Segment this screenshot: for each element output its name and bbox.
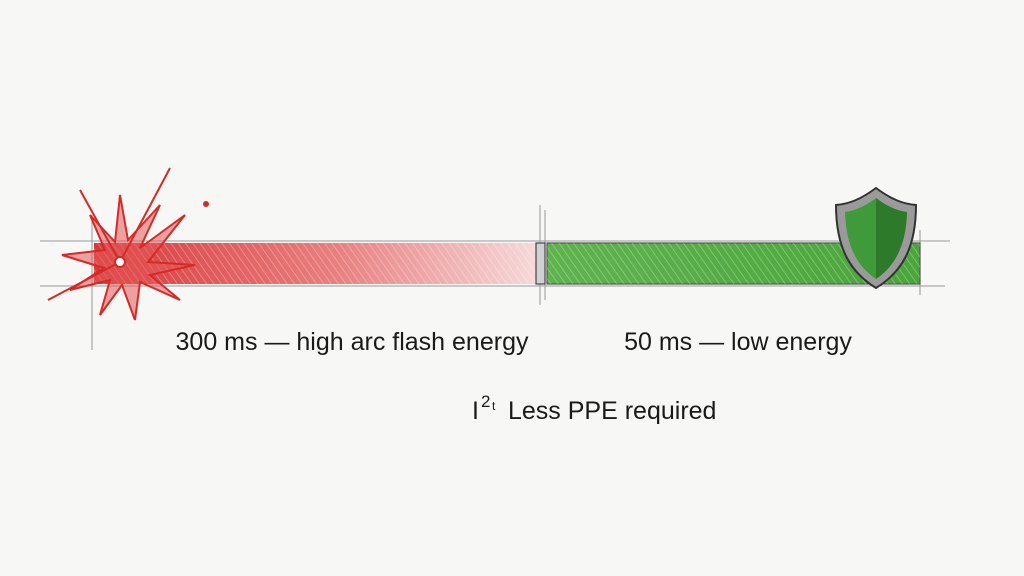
slow-label: 300 ms — high arc flash energy	[176, 328, 529, 356]
note: I 2 t Less PPE required	[472, 392, 716, 425]
note-symbol: I	[472, 397, 479, 425]
note-exponent: 2	[481, 392, 490, 411]
note-index: t	[492, 399, 496, 413]
shield-icon	[834, 186, 918, 290]
fast-label: 50 ms — low energy	[624, 328, 852, 356]
divider	[535, 242, 546, 285]
arc-flash-burst	[47, 167, 209, 321]
note-text: Less PPE required	[508, 397, 716, 425]
